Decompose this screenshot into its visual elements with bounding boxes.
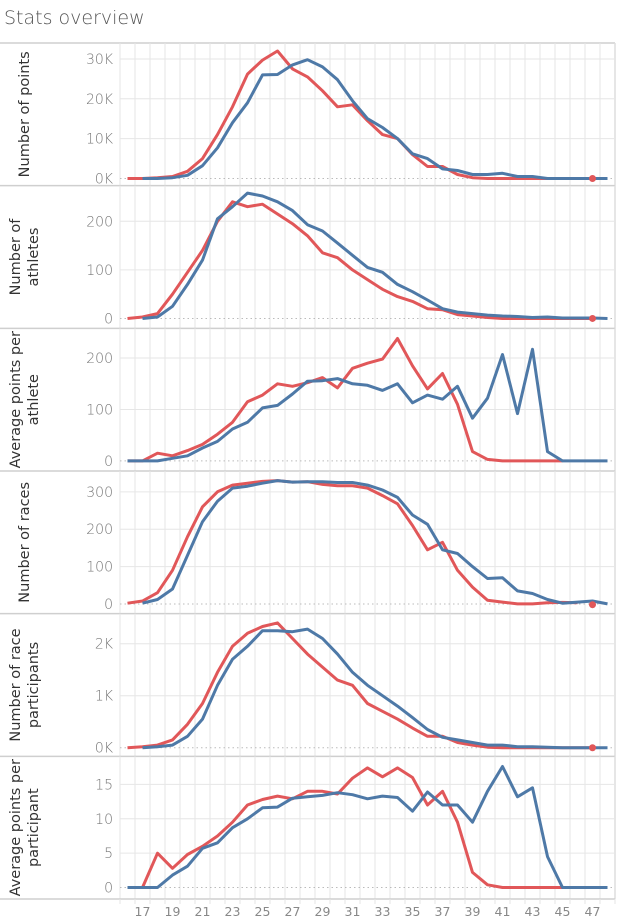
y-axis-label: Number of	[8, 218, 24, 296]
panel-1: 0K 10K 20K 30K Number of points	[0, 43, 616, 187]
series-line-red	[127, 49, 593, 180]
y-tick-label: 10	[95, 812, 113, 828]
series-marker-red[interactable]	[589, 314, 596, 322]
panel-6: 0 5 10 15 Average points per participant	[0, 756, 616, 900]
y-tick-label: 30K	[86, 52, 114, 68]
series-line-red	[127, 479, 578, 606]
y-tick-label: 0	[104, 597, 113, 613]
panel-5: 0K 1K 2K Number of race participants	[0, 613, 616, 758]
x-tick-label: 29	[315, 904, 331, 919]
series-line-blue	[142, 627, 608, 750]
y-axis-label: Number of race	[8, 628, 24, 741]
x-tick-label: 25	[255, 904, 271, 919]
series-line-red	[127, 200, 593, 320]
y-tick-label: 100	[86, 263, 113, 279]
y-tick-label: 15	[95, 777, 113, 793]
panel-2: 0 100 200 Number of athletes	[0, 185, 616, 330]
y-tick-label: 0	[104, 881, 113, 897]
x-tick-label: 43	[525, 904, 541, 919]
y-tick-label: 200	[86, 214, 113, 230]
series-line-blue	[142, 191, 608, 320]
x-tick-label: 33	[375, 904, 391, 919]
y-axis-label: participants	[26, 642, 42, 728]
y-tick-label: 0K	[95, 171, 114, 187]
panel-4: 0 100 200 300 Number of races	[0, 471, 616, 615]
y-tick-label: 100	[86, 560, 113, 576]
x-tick-label: 35	[405, 904, 421, 919]
y-tick-label: 20K	[86, 92, 114, 108]
y-axis-label: athletes	[26, 228, 42, 287]
series-line-blue	[142, 479, 608, 606]
x-tick-label: 41	[495, 904, 511, 919]
y-tick-label: 200	[86, 351, 113, 367]
series-line-blue	[127, 765, 608, 889]
y-tick-label: 1K	[95, 689, 114, 705]
series-line-red	[127, 337, 563, 463]
y-tick-label: 0	[104, 454, 113, 470]
x-tick-label: 45	[555, 904, 571, 919]
x-tick-label: 47	[585, 904, 601, 919]
y-tick-label: 200	[86, 522, 113, 538]
x-tick-label: 17	[135, 904, 151, 919]
x-tick-label: 19	[165, 904, 181, 919]
y-tick-label: 0	[104, 311, 113, 327]
x-tick-label: 31	[345, 904, 361, 919]
panel-3: 0 100 200 Average points per athlete	[0, 328, 616, 472]
y-tick-label: 5	[104, 846, 113, 862]
series-marker-red[interactable]	[589, 174, 596, 182]
x-tick-label: 39	[465, 904, 481, 919]
y-tick-label: 0K	[95, 741, 114, 757]
dashboard-title: Stats overview	[4, 7, 145, 29]
x-tick-label: 27	[285, 904, 301, 919]
series-marker-red[interactable]	[589, 744, 596, 752]
x-tick-label: 23	[225, 904, 241, 919]
y-tick-label: 100	[86, 402, 113, 418]
y-axis-label: participant	[26, 788, 42, 867]
series-line-blue	[127, 347, 608, 463]
x-tick-label: 37	[435, 904, 451, 919]
series-line-red	[127, 766, 563, 889]
y-axis-label: Number of races	[17, 482, 33, 603]
x-tick-label: 21	[195, 904, 211, 919]
y-axis-label: Average points per	[8, 759, 24, 896]
y-axis-label: Number of points	[17, 51, 33, 177]
y-axis-label: athlete	[26, 374, 42, 425]
y-axis-label: Average points per	[8, 331, 24, 468]
series-marker-red[interactable]	[589, 601, 596, 609]
series-line-blue	[142, 58, 608, 180]
y-tick-label: 300	[86, 485, 113, 501]
y-tick-label: 2K	[95, 637, 114, 653]
y-tick-label: 10K	[86, 132, 114, 148]
